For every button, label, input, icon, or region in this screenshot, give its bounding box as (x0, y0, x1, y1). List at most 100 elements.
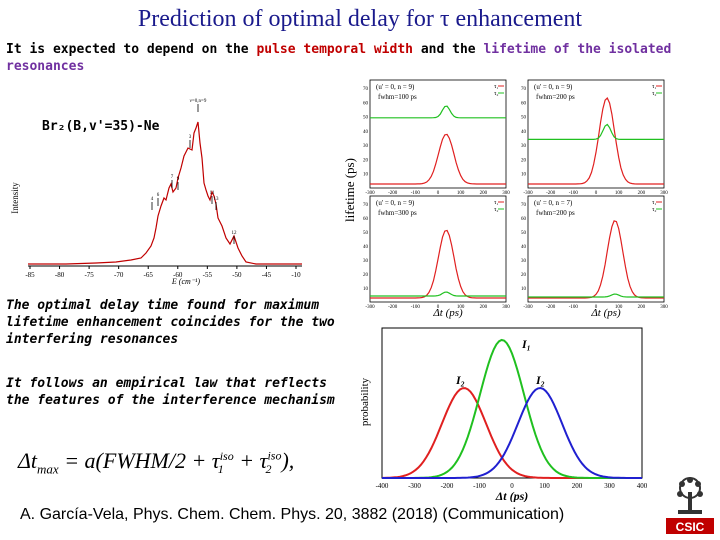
label-i2-left: I₂ (455, 373, 465, 387)
lifetime-panels: lifetime (ps) lifetime (ps) 102030405060… (342, 79, 668, 319)
spectrum-figure: Br₂(B,v'=35)-Ne Intensity -85 -80 -75 -70 -6… (6, 88, 306, 288)
spectrum-peak-label: 3 (189, 135, 192, 140)
csic-logo: CSIC (664, 474, 716, 536)
lifetime-xtick-label: 0 (437, 305, 440, 310)
note-optimal-delay: The optimal delay time found for maximum… (6, 298, 335, 347)
formula-plus: + τ (233, 448, 268, 473)
legend-tau1: τ₁ (494, 84, 499, 90)
lifetime-ytick-label: 30 (521, 144, 527, 149)
spectrum-peak-label: 9 (177, 177, 180, 182)
formula: Δtmax = a(FWHM/2 + τiso1 + τiso2), (18, 448, 294, 477)
curve-i2-right (382, 386, 642, 479)
curve-tau2 (528, 293, 664, 298)
lifetime-xtick-label: -300 (523, 191, 533, 196)
subtitle-part1: It is expected to depend on the (6, 42, 257, 57)
lifetime-xtick-label: 300 (660, 305, 668, 310)
lifetime-xtick-label: -100 (569, 305, 579, 310)
lifetime-ytick-label: 70 (363, 203, 369, 208)
probability-xlabel: Δt (ps) (495, 489, 529, 502)
lifetime-panel-fwhm: fwhm=200 ps (536, 93, 575, 101)
lifetime-ytick-label: 40 (363, 130, 369, 135)
formula-rhs: = a(FWHM/2 + τ (58, 448, 220, 473)
legend-tau2: τ₂ (494, 207, 499, 213)
lifetime-panel-frame (369, 195, 507, 303)
lifetime-xtick-label: 200 (638, 191, 646, 196)
spectrum-xtick-label: -45 (262, 271, 272, 279)
lifetime-xlabel: Δt (ps) (432, 307, 463, 319)
probability-xticks: -400 -300 -200 -100 0 100 200 300 400 (376, 482, 648, 490)
formula-sup1: iso (219, 448, 234, 463)
lifetime-ytick-label: 70 (363, 87, 369, 92)
lifetime-ytick-label: 70 (521, 203, 527, 208)
subtitle-part2: and the (413, 42, 484, 57)
legend-tau2: τ₂ (652, 91, 657, 97)
lifetime-ytick-label: 50 (363, 116, 369, 121)
label-i1: I₁ (521, 337, 531, 351)
lifetime-ytick-label: 30 (363, 144, 369, 149)
note-empirical-law: It follows an empirical law that reflect… (6, 376, 335, 408)
spectrum-peak-label: 12 (232, 231, 238, 236)
lifetime-panel-state: (u' = 0, n = 7) (534, 199, 573, 207)
lifetime-xtick-label: -100 (411, 305, 421, 310)
spectrum-xticks: -85 -80 -75 -70 -65 -60 -55 -50 -45 -10 (25, 266, 301, 279)
spectrum-peak-label: 6 (157, 193, 160, 198)
lifetime-panel-state: (u' = 0, n = 9) (376, 199, 415, 207)
lifetime-panel-fwhm: fwhm=100 ps (378, 93, 417, 101)
lifetime-panel-fwhm: fwhm=300 ps (378, 209, 417, 217)
lifetime-panel-frame (527, 195, 665, 303)
lifetime-xtick-label: 200 (480, 191, 488, 196)
lifetime-xtick-label: 100 (457, 191, 465, 196)
formula-sub: max (37, 461, 59, 477)
lifetime-panel-frame (527, 79, 665, 189)
lifetime-ytick-label: 60 (363, 101, 369, 106)
spectrum-ylabel: Intensity (10, 182, 20, 214)
lifetime-xtick-label: -300 (523, 305, 533, 310)
lifetime-xtick-label: 200 (638, 305, 646, 310)
spectrum-peak-label: 7 (171, 175, 174, 180)
curve-tau1 (370, 133, 506, 185)
curve-tau1 (528, 96, 664, 185)
probability-xtick-label: 300 (604, 482, 615, 490)
probability-xtick-label: -200 (441, 482, 454, 490)
lifetime-ytick-label: 20 (363, 158, 369, 163)
lifetime-xtick-label: -200 (388, 191, 398, 196)
lifetime-ytick-label: 50 (521, 116, 527, 121)
label-i2-right: I₂ (535, 373, 545, 387)
lifetime-xtick-label: 200 (480, 305, 488, 310)
lifetime-panel-state: (u' = 0, n = 9) (376, 83, 415, 91)
lifetime-ytick-label: 10 (363, 173, 369, 178)
lifetime-panel-state: (u' = 0, n = 9) (534, 83, 573, 91)
reference-citation: A. García-Vela, Phys. Chem. Chem. Phys. … (20, 506, 565, 523)
lifetime-ytick-label: 10 (521, 173, 527, 178)
lifetime-panel: 10 20 30 40 50 60 70 -300 -200 -100 0 100 200 300 (u' … (363, 79, 510, 196)
lifetime-xtick-label: 300 (502, 191, 510, 196)
spectrum-peak-label: 4 (151, 197, 154, 202)
formula-end: ), (281, 448, 295, 473)
lifetime-xtick-label: 300 (660, 191, 668, 196)
lifetime-xtick-label: -300 (365, 305, 375, 310)
spectrum-xtick-label: -10 (291, 271, 301, 279)
formula-sup2: iso (267, 448, 282, 463)
lifetime-xtick-label: -100 (569, 191, 579, 196)
lifetime-ytick-label: 10 (521, 287, 527, 292)
lifetime-panel: 10 20 30 40 50 60 70 -300 -200 -100 0 100 200 300 (u' … (363, 195, 510, 310)
lifetime-ytick-label: 40 (521, 245, 527, 250)
lifetime-xtick-label: 0 (595, 305, 598, 310)
lifetime-panel-fwhm: fwhm=200 ps (536, 209, 575, 217)
lifetime-ytick-label: 10 (363, 287, 369, 292)
lifetime-xtick-label: -200 (546, 191, 556, 196)
lifetime-panel-frame (369, 79, 507, 189)
tree-icon (677, 477, 703, 514)
lifetime-panel: 10 20 30 40 50 60 70 -300 -200 -100 0 100 200 300 (u' … (521, 195, 668, 310)
formula-sub2: 2 (265, 462, 272, 477)
curve-i2-left (382, 387, 642, 479)
curve-tau2 (528, 123, 664, 140)
probability-xtick-label: 400 (637, 482, 648, 490)
legend-tau1: τ₁ (494, 200, 499, 206)
lifetime-xtick-label: 100 (457, 305, 465, 310)
lifetime-xtick-label: -200 (388, 305, 398, 310)
probability-xtick-label: 100 (539, 482, 550, 490)
curve-tau2 (370, 291, 506, 297)
